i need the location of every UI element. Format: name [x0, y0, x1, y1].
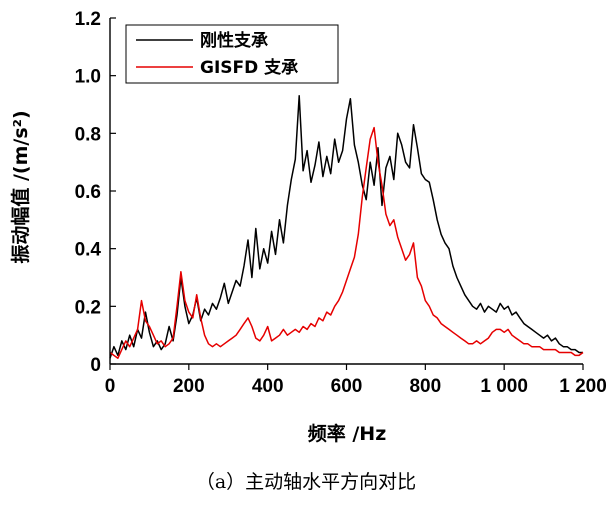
legend: 刚性支承 GISFD 支承: [125, 24, 339, 84]
y-axis-title: 振动幅值 /(m/s²): [9, 110, 32, 263]
legend-label-gisfd: GISFD 支承: [200, 57, 298, 78]
x-tick-label: 400: [252, 376, 284, 397]
figure-caption: （a）主动轴水平方向对比: [195, 471, 417, 493]
x-tick-label: 800: [409, 376, 441, 397]
x-axis-title: 频率 /Hz: [308, 422, 387, 445]
y-tick-label: 0: [90, 355, 101, 376]
x-tick-label: 600: [331, 376, 363, 397]
x-tick-label: 0: [105, 376, 116, 397]
series-line-gisfd: [109, 126, 584, 359]
y-tick-label: 0.6: [75, 182, 101, 203]
ticks: 0 200 400 600 800 1 000 1 200 0 0.2 0.4 0.6 0.8 1.0 1…: [75, 9, 607, 397]
x-tick-label: 1 000: [480, 376, 528, 397]
x-tick-label: 1 200: [559, 376, 607, 397]
y-tick-label: 0.4: [75, 240, 102, 261]
x-tick-label: 200: [173, 376, 205, 397]
y-tick-label: 1.2: [75, 9, 101, 30]
y-tick-label: 0.8: [75, 124, 101, 145]
series-layer: [109, 95, 584, 359]
series-line-rigid: [109, 95, 583, 359]
legend-box: [125, 24, 339, 84]
legend-label-rigid: 刚性支承: [200, 30, 268, 51]
y-tick-label: 1.0: [75, 67, 101, 88]
y-tick-label: 0.2: [75, 297, 101, 318]
